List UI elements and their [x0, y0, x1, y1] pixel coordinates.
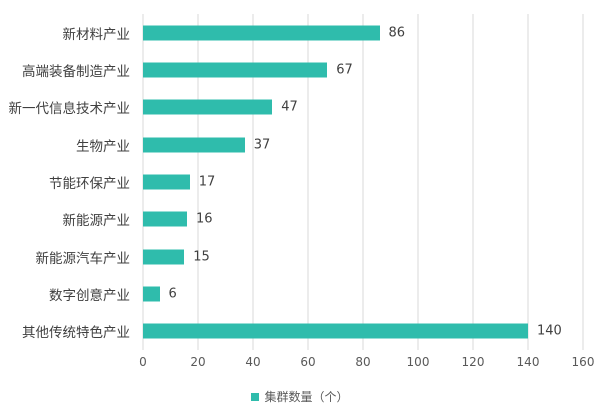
bar — [143, 99, 273, 115]
bar-rows: 86 67 47 37 17 16 15 6 140 — [143, 14, 583, 350]
bar-row: 17 — [143, 163, 583, 200]
value-label: 6 — [168, 286, 177, 302]
gridline — [527, 14, 529, 350]
gridline — [362, 14, 364, 350]
value-label: 47 — [281, 99, 298, 115]
category-label: 节能环保产业 — [49, 175, 130, 192]
value-label: 17 — [198, 174, 216, 190]
gridline — [582, 14, 584, 350]
gridline — [417, 14, 419, 350]
category-label: 新一代信息技术产业 — [8, 101, 131, 118]
x-tick-label: 140 — [516, 355, 540, 369]
category-label: 新材料产业 — [62, 26, 131, 43]
value-label: 86 — [388, 25, 406, 41]
value-label: 37 — [253, 137, 271, 153]
x-tick-label: 160 — [571, 355, 595, 369]
x-tick-label: 40 — [245, 355, 261, 369]
value-label: 140 — [537, 323, 562, 339]
bar — [143, 211, 187, 227]
category-label: 高端装备制造产业 — [22, 63, 130, 80]
x-axis: 0 20 40 60 80 100 120 140 160 — [139, 355, 594, 371]
x-tick-label: 0 — [139, 355, 147, 369]
bar — [143, 174, 190, 190]
category-label: 生物产业 — [76, 138, 130, 155]
x-tick-label: 80 — [355, 355, 371, 369]
bar-row: 86 — [143, 14, 583, 51]
bar-row: 16 — [143, 201, 583, 238]
bar-row: 67 — [143, 51, 583, 88]
value-label: 67 — [336, 62, 353, 78]
category-axis: 新材料产业高端装备制造产业新一代信息技术产业生物产业节能环保产业新能源产业新能源… — [0, 14, 143, 350]
x-tick-label: 60 — [300, 355, 316, 369]
plot-area: 86 67 47 37 17 16 15 6 140 — [142, 14, 584, 350]
bar-row: 140 — [143, 313, 583, 350]
x-tick-label: 120 — [461, 355, 485, 369]
x-tick-label: 100 — [406, 355, 430, 369]
bar-row: 15 — [143, 238, 583, 275]
value-label: 15 — [193, 249, 210, 265]
category-label: 其他传统特色产业 — [22, 325, 130, 342]
category-label: 数字创意产业 — [49, 287, 130, 304]
gridline — [197, 14, 199, 350]
legend-swatch-icon — [251, 392, 260, 401]
bar-row: 47 — [143, 89, 583, 126]
value-label: 16 — [196, 211, 213, 227]
gridline — [472, 14, 474, 350]
bar — [143, 137, 245, 153]
x-tick-label: 20 — [190, 355, 206, 369]
gridline — [252, 14, 254, 350]
legend-label: 集群数量（个） — [264, 390, 349, 404]
gridline — [307, 14, 309, 350]
bar-row: 37 — [143, 126, 583, 163]
bar — [143, 323, 528, 339]
bar-row: 6 — [143, 275, 583, 312]
legend: 集群数量（个） — [0, 388, 600, 405]
category-label: 新能源产业 — [62, 213, 131, 230]
bar — [143, 286, 160, 302]
category-label: 新能源汽车产业 — [35, 250, 131, 267]
bar — [143, 249, 185, 265]
bar — [143, 25, 380, 41]
bar — [143, 62, 328, 78]
